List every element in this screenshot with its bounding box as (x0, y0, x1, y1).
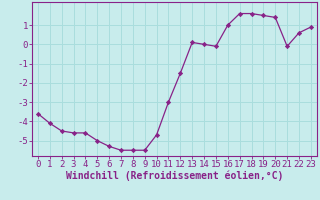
X-axis label: Windchill (Refroidissement éolien,°C): Windchill (Refroidissement éolien,°C) (66, 171, 283, 181)
